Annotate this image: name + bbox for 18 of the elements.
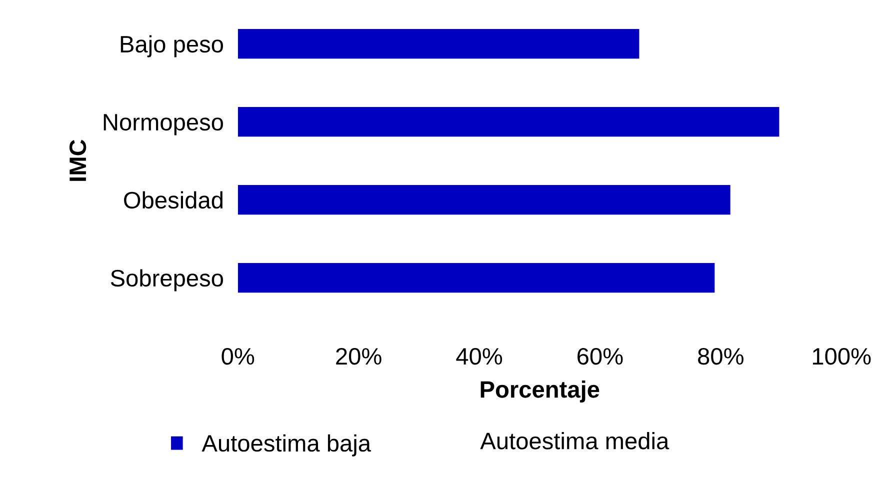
text: Autoestima media bbox=[480, 432, 670, 450]
x-tick-label: 20% bbox=[336, 348, 382, 365]
x-axis-title: Porcentaje bbox=[480, 380, 600, 402]
x-tick-label: 100% bbox=[812, 348, 871, 365]
bar bbox=[238, 262, 715, 293]
bar bbox=[238, 106, 780, 137]
bar bbox=[238, 28, 640, 59]
y-tick-label: Sobrepeso bbox=[110, 269, 223, 292]
x-tick-label: 80% bbox=[698, 348, 744, 365]
y-tick-label: Normopeso bbox=[104, 114, 223, 136]
y-tick-label: Bajo peso bbox=[120, 35, 223, 58]
y-tick-label: Obesidad bbox=[124, 191, 222, 209]
legend-label: Autoestima baja bbox=[202, 434, 372, 456]
x-tick-label: 40% bbox=[456, 348, 502, 365]
x-tick-label: 60% bbox=[578, 348, 623, 365]
bar bbox=[238, 184, 730, 215]
y-axis-title: IMC bbox=[69, 140, 86, 181]
x-tick-label: 0% bbox=[222, 348, 254, 365]
